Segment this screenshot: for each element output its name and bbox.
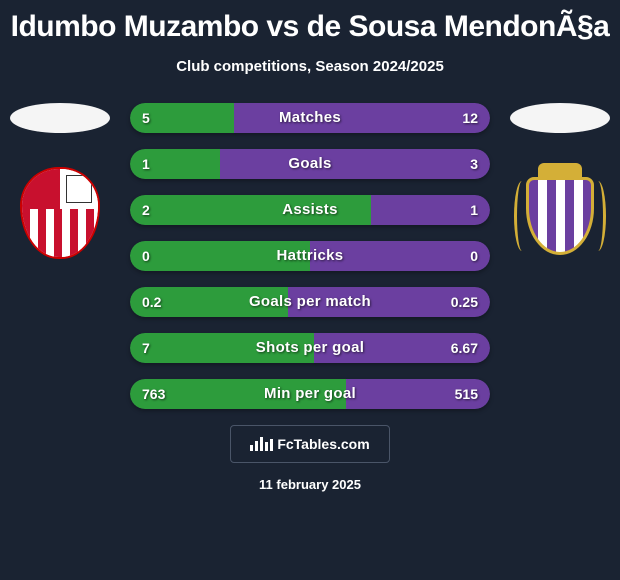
comparison-panel: 512Matches 13Goals 21Assists 00Hattricks 0.2…	[0, 103, 620, 409]
stat-row: 512Matches	[130, 103, 490, 133]
brand-badge: FcTables.com	[230, 425, 390, 463]
stat-row: 21Assists	[130, 195, 490, 225]
stat-label: Assists	[130, 195, 490, 225]
stat-row: 76.67Shots per goal	[130, 333, 490, 363]
stat-label: Shots per goal	[130, 333, 490, 363]
stat-label: Hattricks	[130, 241, 490, 271]
right-club-crest	[510, 163, 610, 263]
page-title: Idumbo Muzambo vs de Sousa MendonÃ§a	[0, 0, 620, 44]
stat-rows: 512Matches 13Goals 21Assists 00Hattricks 0.2…	[130, 103, 490, 409]
bar-chart-icon	[250, 437, 273, 451]
brand-name: FcTables.com	[277, 436, 369, 452]
stat-row: 13Goals	[130, 149, 490, 179]
left-club-crest	[10, 163, 110, 263]
stat-label: Goals per match	[130, 287, 490, 317]
sevilla-crest-icon	[20, 167, 100, 259]
stat-row: 0.20.25Goals per match	[130, 287, 490, 317]
footer-date: 11 february 2025	[0, 477, 620, 492]
left-player-decor	[10, 103, 110, 133]
right-player-decor	[510, 103, 610, 133]
stat-row: 00Hattricks	[130, 241, 490, 271]
stat-label: Goals	[130, 149, 490, 179]
valladolid-crest-icon	[518, 167, 602, 259]
stat-label: Matches	[130, 103, 490, 133]
stat-label: Min per goal	[130, 379, 490, 409]
page-subtitle: Club competitions, Season 2024/2025	[0, 58, 620, 75]
stat-row: 763515Min per goal	[130, 379, 490, 409]
